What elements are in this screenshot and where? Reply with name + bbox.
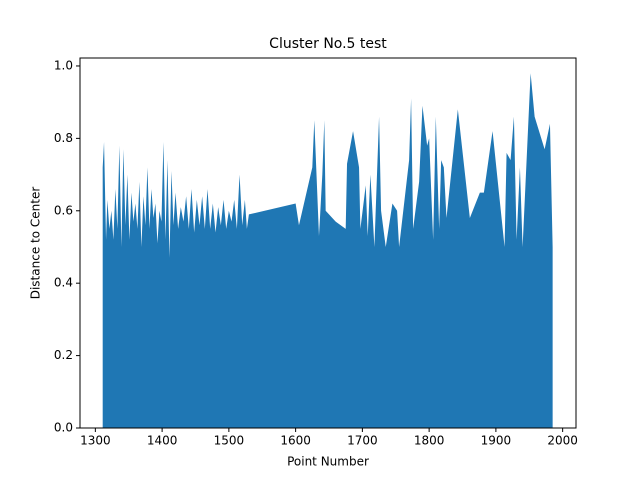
y-tick-label: 0.0 <box>54 421 73 435</box>
y-tick-label: 0.8 <box>54 131 73 145</box>
axes-frame <box>79 57 577 429</box>
x-tick-label: 2000 <box>547 434 578 448</box>
x-tick-label: 1800 <box>414 434 445 448</box>
chart-title: Cluster No.5 test <box>269 36 387 52</box>
x-axis-label: Point Number <box>287 455 369 469</box>
x-tick-label: 1400 <box>147 434 178 448</box>
y-tick-label: 1.0 <box>54 58 73 72</box>
area <box>102 73 553 429</box>
x-tick-label: 1700 <box>347 434 378 448</box>
y-axis-label: Distance to Center <box>29 187 43 300</box>
y-tick-label: 0.4 <box>54 276 73 290</box>
x-tick-label: 1300 <box>80 434 111 448</box>
x-tick-label: 1900 <box>481 434 512 448</box>
x-tick-label: 1500 <box>214 434 245 448</box>
y-tick-label: 0.6 <box>54 203 73 217</box>
x-tick-label: 1600 <box>280 434 311 448</box>
y-tick-label: 0.2 <box>54 348 73 362</box>
